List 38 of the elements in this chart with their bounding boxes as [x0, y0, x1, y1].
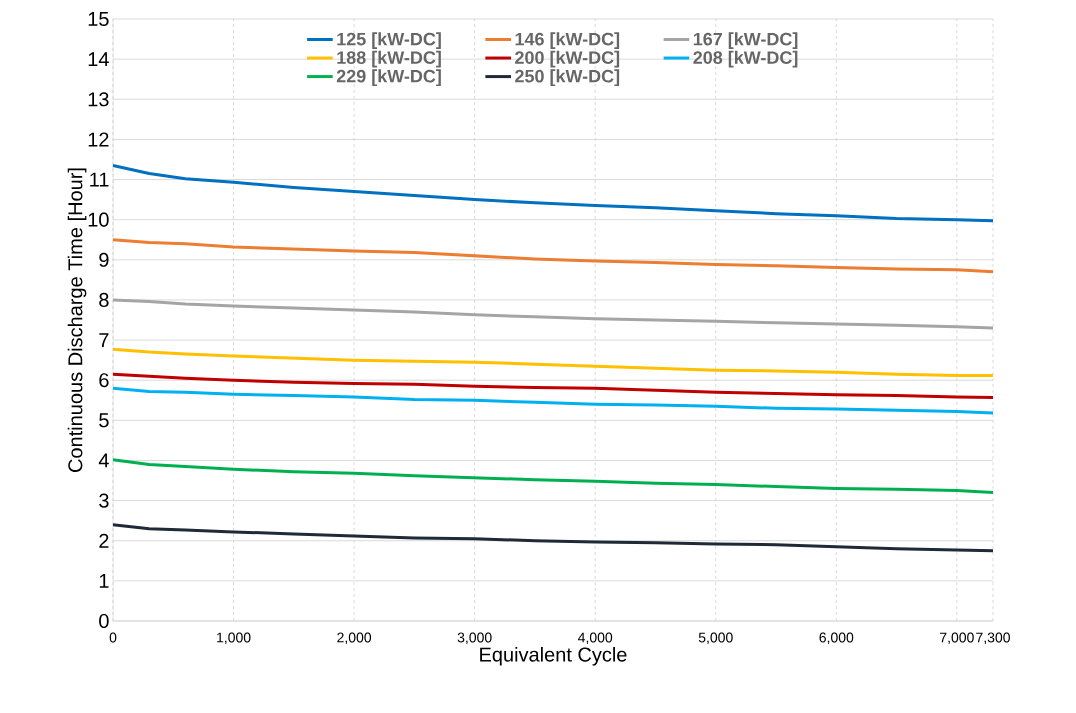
legend-label: 125 [kW-DC]: [337, 32, 441, 49]
legend-label: 250 [kW-DC]: [515, 69, 620, 87]
y-tick-label: 3: [99, 493, 109, 508]
y-tick-label: 4: [98, 453, 109, 468]
y-tick-label: 14: [88, 52, 109, 67]
legend-label: 188 [kW-DC]: [337, 50, 441, 68]
legend-label: 146 [kW-DC]: [515, 32, 620, 49]
y-tick-label: 12: [88, 132, 109, 147]
x-axis-title: Equivalent Cycle: [480, 646, 627, 666]
x-tick-label: 0: [109, 632, 117, 643]
legend-label: 208 [kW-DC]: [693, 50, 798, 68]
x-tick-label: 7,000: [940, 632, 974, 645]
y-tick-label: 2: [99, 533, 109, 548]
legend-label: 167 [kW-DC]: [693, 32, 798, 49]
y-tick-label: 8: [99, 292, 109, 308]
x-tick-label: 5,000: [698, 632, 733, 645]
y-tick-label: 13: [88, 92, 109, 107]
y-tick-label: 9: [99, 252, 109, 267]
legend-label: 200 [kW-DC]: [515, 50, 620, 68]
x-tick-label: 7,300: [976, 632, 1010, 645]
y-tick-label: 5: [99, 413, 109, 428]
y-tick-label: 15: [88, 12, 109, 26]
x-tick-label: 4,000: [577, 632, 613, 645]
line-series: [111, 163, 995, 223]
y-tick-label: 10: [88, 212, 109, 227]
x-tick-label: 6,000: [819, 632, 854, 645]
line-series: [111, 386, 995, 415]
x-tick-label: 3,000: [457, 632, 492, 645]
y-tick-label: 7: [99, 333, 109, 347]
x-tick-label: 2,000: [337, 632, 372, 645]
line-series: [111, 523, 995, 553]
y-tick-label: 1: [99, 573, 109, 588]
legend-label: 229 [kW-DC]: [336, 69, 441, 87]
x-tick-label: 1,000: [217, 632, 251, 645]
y-tick-label: 11: [90, 172, 109, 187]
y-axis-title: Continuous Discharge Time [Hour]: [67, 168, 87, 473]
y-tick-label: 6: [99, 373, 109, 388]
y-tick-label: 0: [99, 613, 109, 629]
